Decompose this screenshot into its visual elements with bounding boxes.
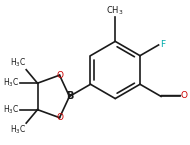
Text: O: O (57, 71, 64, 80)
Text: F: F (160, 40, 165, 49)
Text: H$_3$C: H$_3$C (10, 57, 26, 69)
Text: O: O (57, 113, 64, 122)
Text: O: O (181, 91, 188, 100)
Text: H$_3$C: H$_3$C (3, 103, 19, 116)
Text: B: B (66, 91, 73, 101)
Text: CH$_3$: CH$_3$ (106, 4, 124, 17)
Text: H$_3$C: H$_3$C (3, 77, 19, 89)
Text: H$_3$C: H$_3$C (10, 124, 26, 136)
